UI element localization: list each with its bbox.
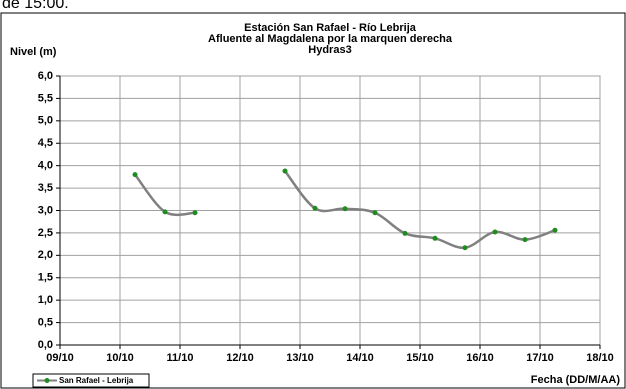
x-tick-label: 15/10 [406, 352, 434, 364]
marker [162, 209, 168, 215]
y-tick-label: 1,0 [38, 294, 53, 306]
marker [342, 206, 348, 212]
chart-subtitle: Afluente al Magdalena por la marquen der… [208, 33, 453, 45]
marker [552, 227, 558, 233]
x-tick-label: 10/10 [106, 352, 134, 364]
legend [32, 373, 150, 388]
x-tick-label: 11/10 [167, 352, 194, 364]
x-tick-label: 18/10 [586, 352, 614, 364]
y-tick-label: 4,5 [38, 137, 53, 149]
y-tick-label: 2,0 [38, 249, 53, 261]
y-tick-label: 6,0 [38, 70, 53, 82]
y-tick-label: 0,5 [38, 316, 53, 328]
marker [402, 230, 408, 236]
marker [522, 237, 528, 243]
marker [432, 235, 438, 241]
caption: de 15:00. [2, 0, 69, 12]
legend-marker [44, 378, 50, 383]
chart-frame [0, 12, 626, 389]
legend-label: San Rafael - Lebrija [59, 376, 134, 385]
x-tick-label: 12/10 [226, 352, 254, 364]
y-tick-label: 4,0 [38, 160, 53, 172]
y-tick-label: 0,0 [38, 339, 53, 351]
chart-subtitle: Hydras3 [308, 44, 351, 56]
y-tick-label: 3,0 [38, 204, 53, 216]
marker [462, 245, 468, 251]
marker [282, 168, 288, 174]
chart-title: Estación San Rafael - Río Lebrija [244, 22, 417, 34]
y-tick-label: 2,5 [38, 227, 53, 239]
y-tick-label: 5,5 [38, 92, 53, 104]
x-tick-label: 16/10 [466, 352, 494, 364]
marker [132, 172, 138, 178]
marker [192, 210, 198, 216]
y-tick-label: 1,5 [38, 272, 53, 284]
y-axis-label: Nivel (m) [10, 46, 57, 58]
x-axis-label: Fecha (DD/M/AA) [531, 374, 621, 386]
y-tick-label: 3,5 [38, 182, 53, 194]
x-tick-label: 09/10 [46, 352, 74, 364]
x-tick-label: 13/10 [286, 352, 314, 364]
y-tick-label: 5,0 [38, 115, 53, 127]
x-tick-label: 14/10 [346, 352, 374, 364]
marker [492, 229, 498, 235]
marker [372, 210, 378, 216]
x-tick-label: 17/10 [526, 352, 554, 364]
marker [312, 205, 318, 211]
